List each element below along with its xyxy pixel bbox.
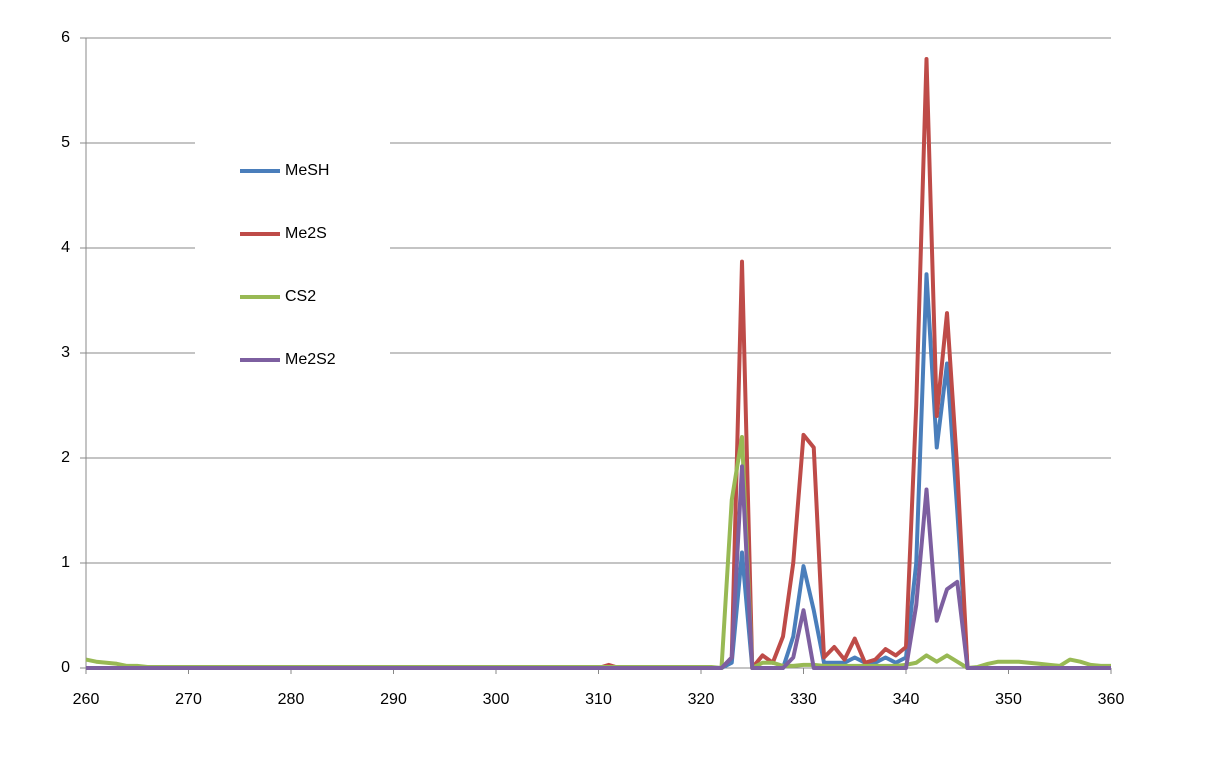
x-tick-label: 260 [73,691,100,708]
x-tick-label: 280 [278,691,305,708]
x-tick-label: 270 [175,691,202,708]
legend-label: CS2 [285,288,316,305]
x-tick-label: 340 [893,691,920,708]
legend-label: MeSH [285,162,329,179]
series-line [86,464,1111,670]
y-tick-label: 6 [61,29,70,46]
y-tick-label: 3 [61,344,70,361]
y-tick-label: 4 [61,239,70,256]
x-tick-label: 290 [380,691,407,708]
x-tick-label: 320 [688,691,715,708]
x-tick-label: 310 [585,691,612,708]
legend-label: Me2S2 [285,351,336,368]
x-tick-label: 350 [995,691,1022,708]
x-tick-label: 300 [483,691,510,708]
y-tick-label: 2 [61,449,70,466]
legend-box [195,95,390,380]
legend-label: Me2S [285,225,327,242]
y-tick-label: 0 [61,659,70,676]
y-tick-label: 5 [61,134,70,151]
x-tick-label: 330 [790,691,817,708]
y-tick-label: 1 [61,554,70,571]
x-tick-label: 360 [1098,691,1125,708]
